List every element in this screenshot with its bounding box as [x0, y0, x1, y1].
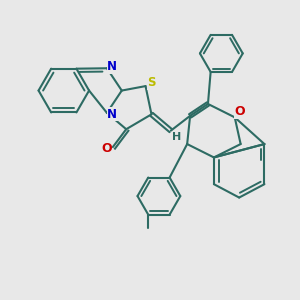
Text: N: N — [107, 108, 117, 121]
Text: O: O — [234, 106, 245, 118]
Text: O: O — [101, 142, 112, 155]
Text: S: S — [147, 76, 156, 89]
Text: H: H — [172, 132, 181, 142]
Text: N: N — [107, 60, 117, 73]
